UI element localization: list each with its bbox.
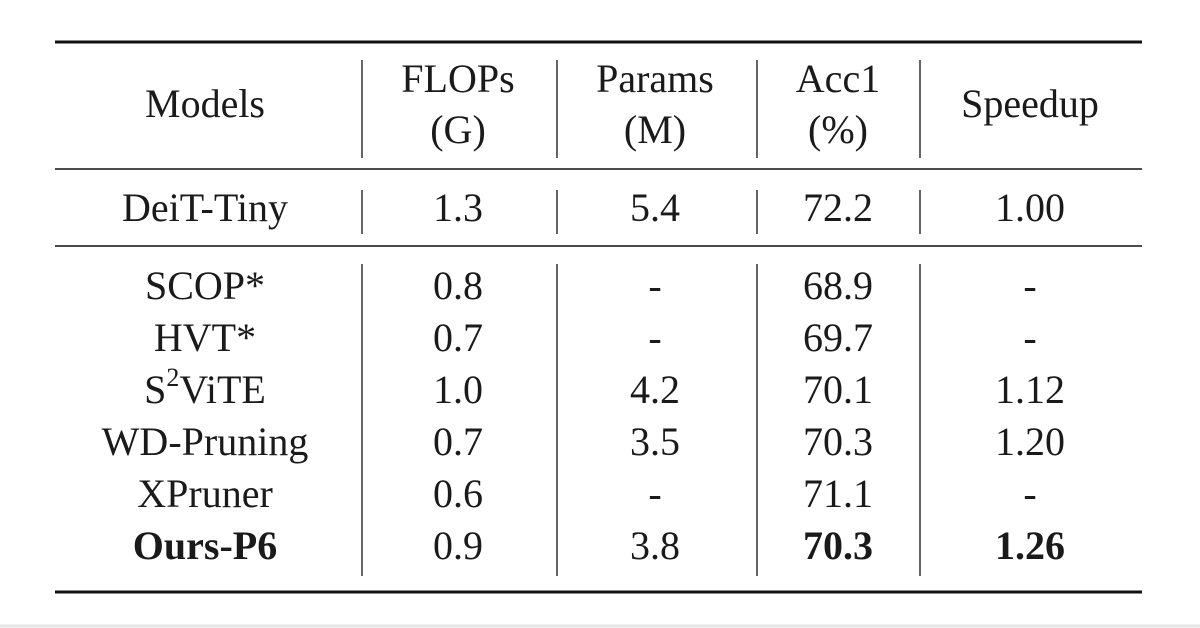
cell: XPruner (137, 471, 273, 516)
cell: 1.12 (995, 367, 1065, 412)
baseline-cell: DeiT-Tiny (122, 185, 288, 230)
cell: SCOP* (145, 263, 265, 308)
header-cell: Acc1 (796, 56, 880, 101)
header-cell: FLOPs (401, 56, 514, 101)
cell: S2ViTE (144, 363, 266, 412)
header-cell: Params (596, 56, 714, 101)
cell: 0.6 (433, 471, 483, 516)
cell: - (1023, 263, 1036, 308)
cell: 71.1 (803, 471, 873, 516)
cell: 68.9 (803, 263, 873, 308)
cell: - (648, 315, 661, 360)
cell: WD-Pruning (102, 419, 309, 464)
baseline-cell: 1.00 (995, 185, 1065, 230)
cell: 70.3 (803, 419, 873, 464)
cell: 70.1 (803, 367, 873, 412)
cell: 0.9 (433, 523, 483, 568)
header-cell: (%) (808, 107, 868, 152)
header-cell: Speedup (961, 81, 1099, 126)
header-cell: (M) (624, 107, 686, 152)
cell: HVT* (154, 315, 256, 360)
baseline-cell: 1.3 (433, 185, 483, 230)
cell: 1.0 (433, 367, 483, 412)
cell-base: S (144, 367, 166, 412)
cell-superscript: 2 (166, 363, 179, 392)
cell: - (648, 263, 661, 308)
cell: 69.7 (803, 315, 873, 360)
header-cell: Models (145, 81, 265, 126)
cell: 1.26 (995, 523, 1065, 568)
cell: Ours-P6 (133, 523, 277, 568)
cell: 4.2 (630, 367, 680, 412)
cell: 1.20 (995, 419, 1065, 464)
cell: - (648, 471, 661, 516)
header-cell: (G) (430, 107, 486, 152)
cell: - (1023, 315, 1036, 360)
cell: 0.7 (433, 315, 483, 360)
baseline-cell: 5.4 (630, 185, 680, 230)
cell: 0.7 (433, 419, 483, 464)
cell: - (1023, 471, 1036, 516)
cell-rest: ViTE (179, 367, 265, 412)
cell: 0.8 (433, 263, 483, 308)
cell: 3.5 (630, 419, 680, 464)
baseline-cell: 72.2 (803, 185, 873, 230)
cell: 70.3 (803, 523, 873, 568)
cell: 3.8 (630, 523, 680, 568)
